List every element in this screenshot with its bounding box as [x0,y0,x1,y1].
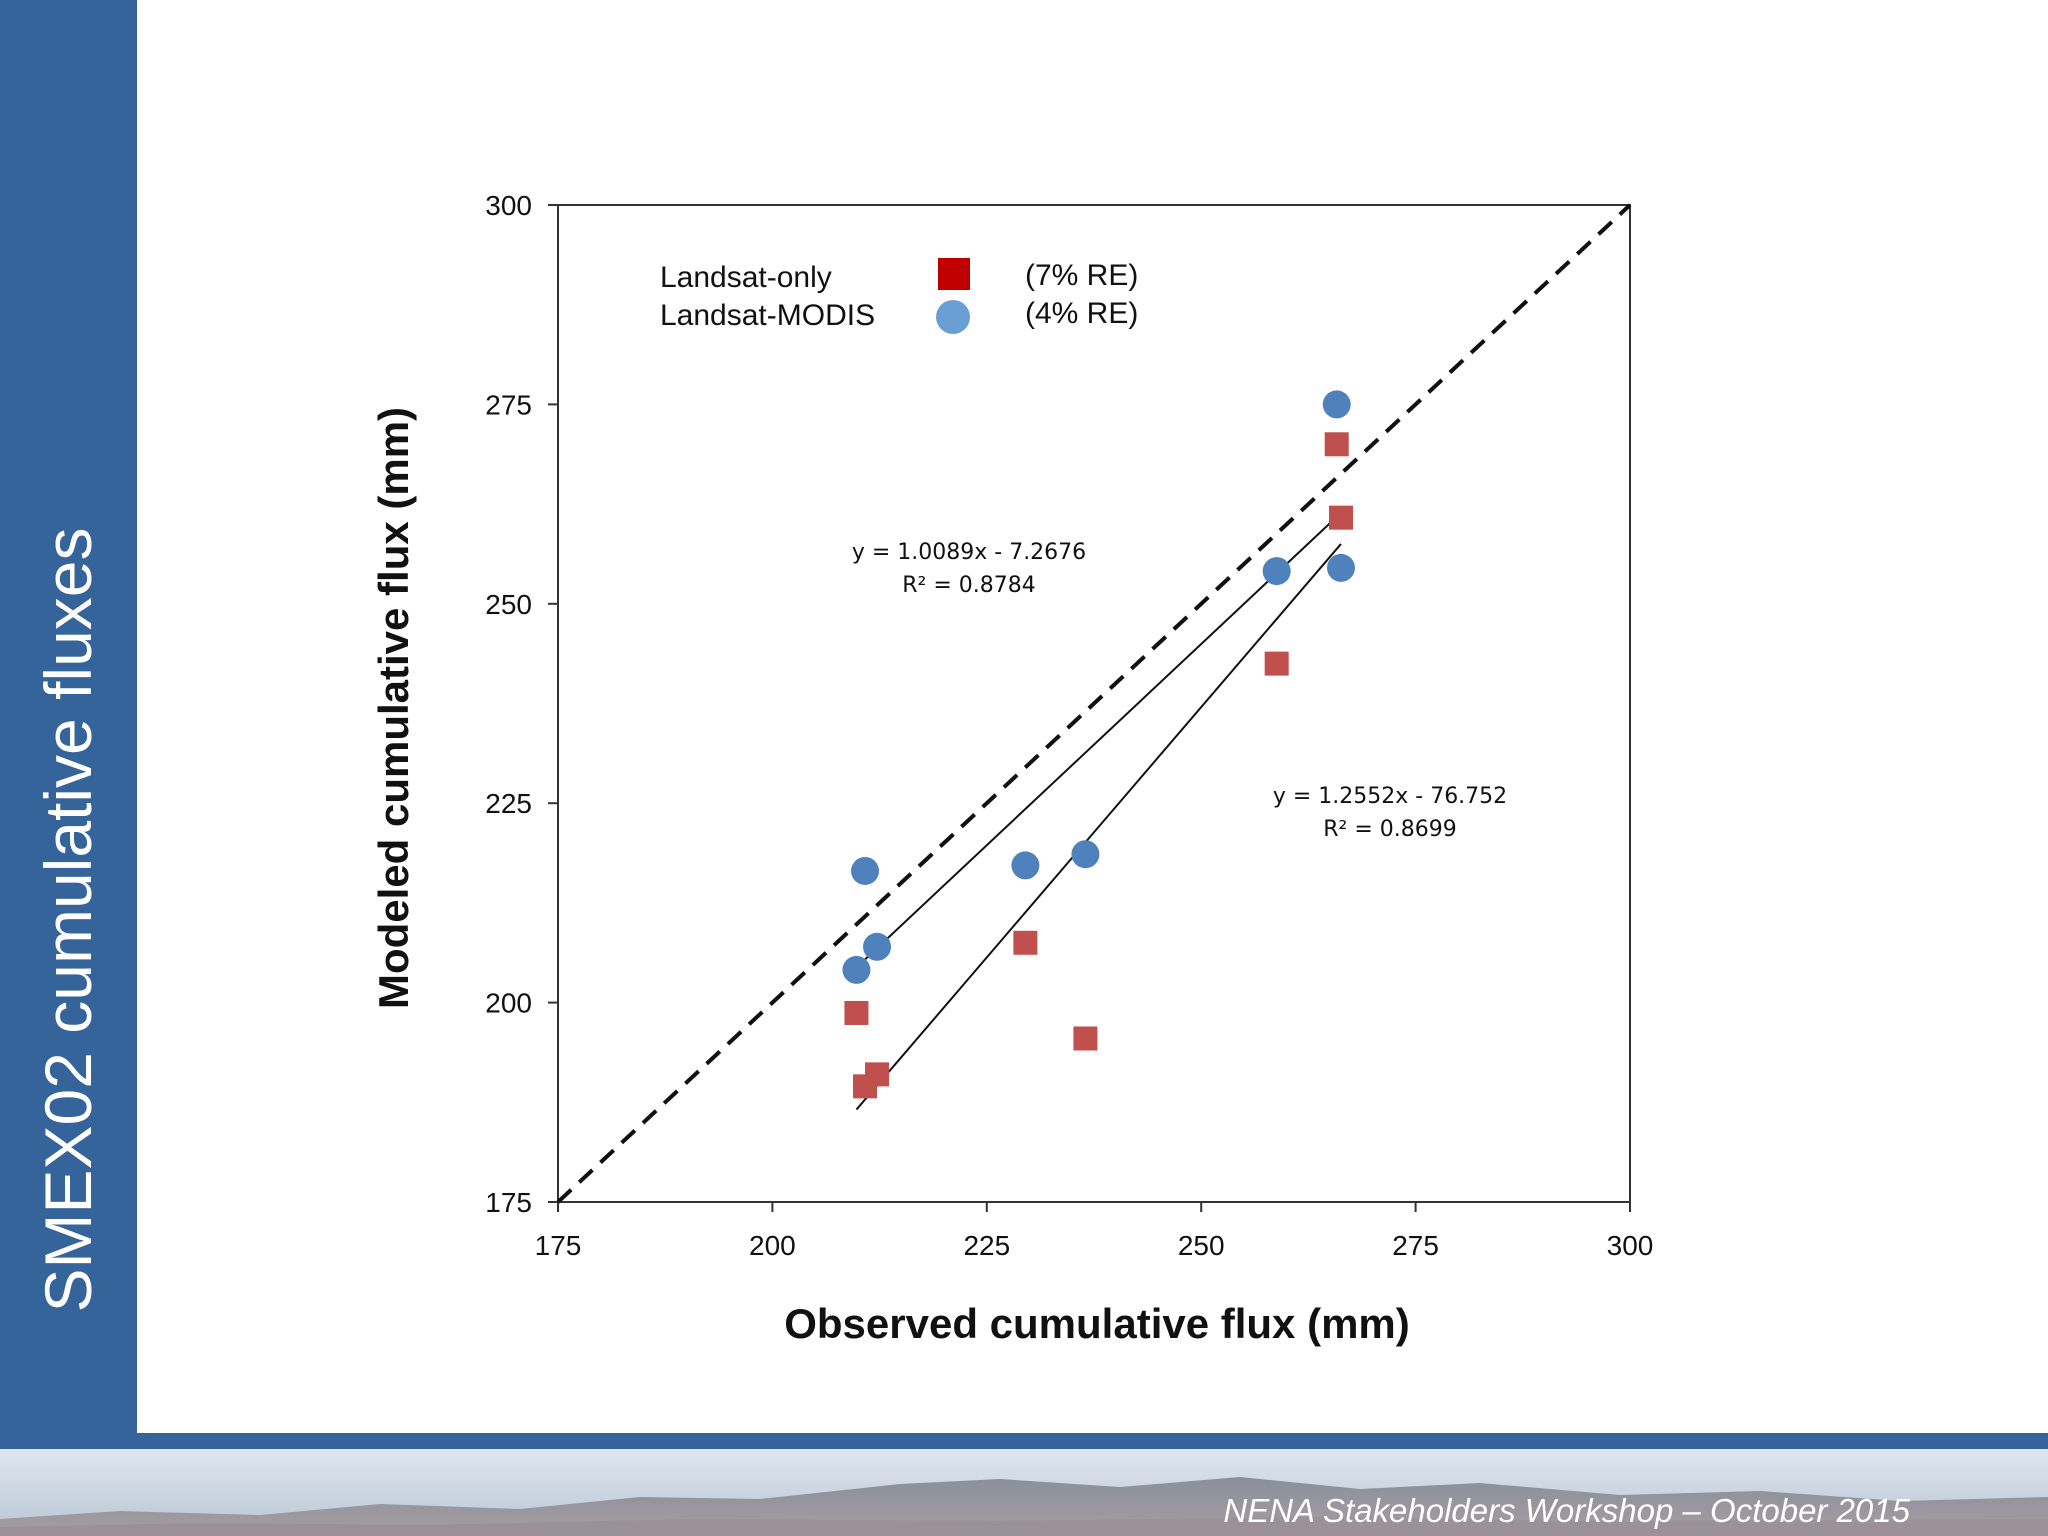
data-point-landsat-only [1324,432,1349,457]
data-point-landsat-only [844,1000,869,1025]
plot-frame [557,204,1631,1203]
x-axis-ticks: 175 200 225 250 275 300 [535,1202,1654,1261]
data-point-landsat-modis [1011,851,1040,880]
legend-label-landsat-modis: Landsat-MODIS [660,299,875,332]
bottom-accent-bar [0,1433,2048,1449]
data-point-landsat-only [1264,651,1289,676]
data-point-landsat-modis [851,856,880,885]
x-tick-label: 175 [535,1230,582,1261]
one-to-one-line [556,203,1632,1204]
data-point-landsat-modis [1326,553,1355,582]
data-point-landsat-modis [1262,557,1291,586]
data-point-landsat-modis [1322,390,1351,419]
data-point-landsat-only [1328,505,1353,530]
y-tick-label: 300 [485,190,532,221]
y-tick-label: 275 [485,389,532,420]
y-axis-ticks: 175 200 225 250 275 300 [485,190,558,1218]
legend-square-marker [938,258,970,290]
legend-note-landsat-only: (7% RE) [1025,259,1138,292]
data-point-landsat-only [865,1062,890,1087]
legend-circle-marker [936,300,970,334]
y-tick-label: 200 [485,988,532,1019]
mountain-landscape-image [0,1449,2048,1536]
trendline-equation-landsat: y = 1.2552x - 76.752 [1273,784,1507,809]
trendline-landsat-only [855,543,1342,1111]
data-point-landsat-only [1073,1026,1098,1051]
data-points [842,390,1355,1099]
data-point-landsat-modis [842,955,871,984]
trendline-equation-modis: y = 1.0089x - 7.2676 [852,540,1086,565]
data-point-landsat-modis [1071,840,1100,869]
x-tick-label: 275 [1392,1230,1439,1261]
x-tick-label: 200 [749,1230,796,1261]
data-point-landsat-only [1013,930,1038,955]
x-axis-title: Observed cumulative flux (mm) [784,1300,1410,1347]
legend: Landsat-only Landsat-MODIS (7% RE) (4% R… [660,258,1138,334]
trendline-landsat-modis [855,512,1342,969]
y-tick-label: 225 [485,788,532,819]
y-axis-title: Modeled cumulative flux (mm) [370,407,417,1009]
footer-text: NENA Stakeholders Workshop – October 201… [1223,1492,1910,1529]
y-tick-label: 250 [485,589,532,620]
trendline-r2-landsat: R² = 0.8699 [1323,817,1457,842]
data-point-landsat-modis [863,932,892,961]
x-tick-label: 225 [963,1230,1010,1261]
legend-label-landsat-only: Landsat-only [660,261,832,294]
trendline-r2-modis: R² = 0.8784 [902,573,1036,598]
scatter-chart: 175 200 225 250 275 300 175 200 225 250 275 300 Ob… [370,190,1654,1347]
x-tick-label: 300 [1607,1230,1654,1261]
legend-note-landsat-modis: (4% RE) [1025,297,1138,330]
x-tick-label: 250 [1178,1230,1225,1261]
sidebar-band [0,0,137,1433]
trendlines [855,512,1342,1111]
footer-landscape-band: NENA Stakeholders Workshop – October 201… [0,1449,2048,1536]
y-tick-label: 175 [485,1187,532,1218]
